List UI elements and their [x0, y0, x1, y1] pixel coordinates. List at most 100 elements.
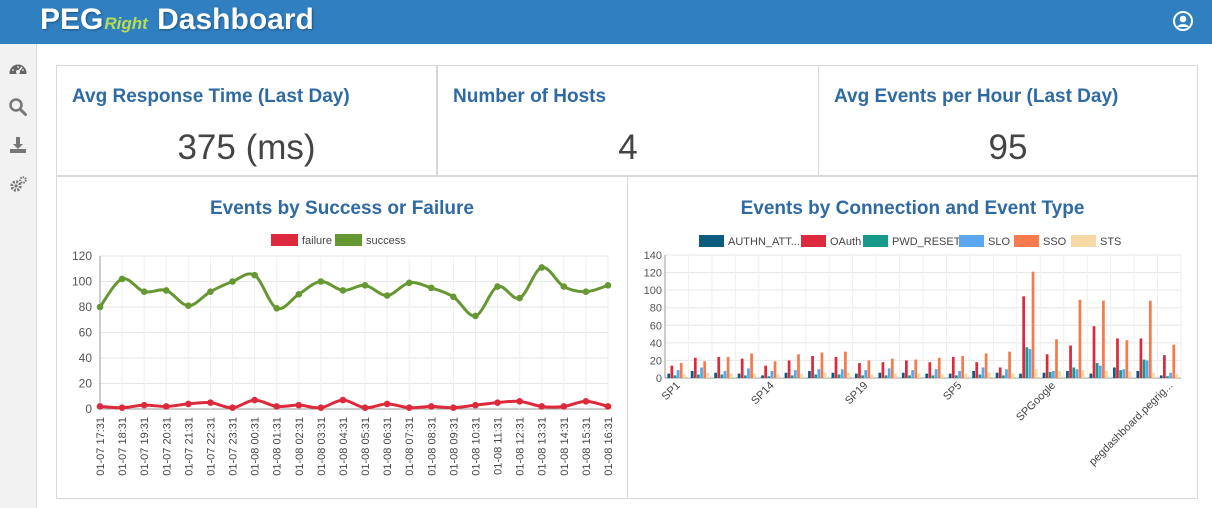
bar-pwdreset	[743, 375, 747, 378]
data-point-failure	[207, 399, 214, 406]
bar-pwdreset	[697, 374, 700, 378]
bar-authnatt	[737, 373, 741, 378]
data-point-success	[295, 290, 303, 298]
y-tick-label: 60	[79, 326, 93, 340]
legend-swatch-failure	[271, 234, 298, 246]
main-content: Avg Response Time (Last Day) 375 (ms) Nu…	[37, 44, 1212, 508]
kpi-title: Number of Hosts	[453, 86, 607, 107]
bar-oauth	[740, 358, 744, 378]
data-point-success	[273, 304, 280, 312]
bar-slo	[770, 370, 774, 378]
top-bar: PEGRight Dashboard	[0, 0, 1212, 44]
series-line-failure	[99, 398, 609, 410]
bar-oauth	[1116, 338, 1119, 378]
x-tick-label: SP1	[660, 380, 683, 403]
bar-pwdreset	[1119, 370, 1122, 378]
bar-slo	[747, 368, 750, 378]
bar-sts	[847, 372, 850, 378]
bar-pwdreset	[1166, 376, 1169, 378]
bar-sts	[987, 372, 991, 378]
data-point-success	[185, 302, 192, 310]
data-point-failure	[251, 396, 258, 404]
data-point-success	[405, 279, 413, 287]
legend-swatch	[1014, 235, 1039, 247]
bar-sso	[1008, 351, 1011, 378]
data-point-failure	[582, 398, 590, 405]
chart-title: Events by Connection and Event Type	[740, 198, 1085, 219]
bar-authnatt	[901, 372, 905, 378]
bar-pwdreset	[861, 375, 864, 378]
bar-slo	[794, 370, 797, 378]
bar-sts	[682, 374, 686, 378]
x-tick-label: 01-08 01:31	[272, 417, 284, 476]
legend-label: STS	[1100, 236, 1121, 248]
settings-icon[interactable]	[8, 174, 28, 194]
x-tick-label: 01-07 22:31	[205, 417, 217, 476]
kpi-title: Avg Response Time (Last Day)	[72, 86, 350, 107]
x-tick-label: 01-08 04:31	[338, 417, 350, 476]
user-account-icon[interactable]	[1173, 11, 1193, 31]
bar-oauth	[1163, 355, 1166, 378]
bar-pwdreset	[908, 375, 911, 378]
bar-sso	[679, 363, 683, 378]
legend-label-failure: failure	[302, 235, 332, 247]
bar-sts	[800, 373, 803, 378]
bar-sts	[729, 373, 733, 378]
brand-sub: Right	[104, 14, 148, 33]
bar-slo	[1145, 360, 1149, 378]
x-tick-label: 01-08 10:31	[470, 417, 482, 476]
bar-sts	[964, 373, 968, 378]
bar-sso	[961, 356, 965, 378]
chart-title: Events by Success or Failure	[209, 198, 474, 219]
x-tick-label: 01-08 08:31	[426, 417, 438, 476]
data-point-failure	[383, 400, 391, 408]
bar-oauth	[858, 363, 861, 378]
kpi-number-of-hosts: Number of Hosts 4	[437, 65, 819, 176]
y-tick-label: 100	[644, 285, 662, 297]
bar-authnatt	[854, 373, 858, 378]
data-point-failure	[96, 403, 104, 410]
download-icon[interactable]	[8, 135, 28, 155]
bar-sso	[1172, 344, 1176, 378]
dashboard-icon[interactable]	[8, 58, 28, 78]
bar-slo	[817, 369, 821, 378]
search-icon[interactable]	[8, 97, 28, 117]
connection-event-chart: 0 20 40 60 80 100 120 140 SP1 SP14 SP19 SP5 SPGoogle…	[644, 235, 1182, 468]
bar-authnatt	[1042, 372, 1046, 378]
bar-sts	[706, 372, 710, 378]
data-point-success	[450, 293, 457, 301]
bar-pwdreset	[978, 374, 982, 378]
data-point-success	[361, 282, 369, 289]
legend-label: SLO	[988, 236, 1010, 248]
bar-authnatt	[1019, 373, 1022, 378]
data-point-success	[494, 283, 501, 290]
bar-sso	[1148, 300, 1152, 378]
success-failure-panel: Events by Success or Failure 0 20 40 60 80 10…	[56, 176, 628, 499]
x-tick-label: 01-08 05:31	[360, 417, 372, 476]
bar-pwdreset	[1072, 367, 1076, 378]
bar-oauth	[998, 367, 1002, 378]
data-point-failure	[229, 404, 236, 412]
bar-oauth	[1139, 338, 1143, 378]
data-point-success	[96, 303, 104, 311]
data-point-failure	[405, 404, 413, 412]
x-tick-label: 01-08 11:31	[493, 417, 505, 475]
bar-oauth	[764, 365, 768, 378]
bar-oauth	[1092, 326, 1096, 378]
bar-authnatt	[667, 373, 671, 378]
bar-authnatt	[784, 372, 788, 378]
legend-swatch	[699, 235, 724, 247]
data-point-failure	[295, 401, 303, 409]
bar-pwdreset	[720, 374, 724, 378]
bar-sts	[1011, 373, 1015, 378]
y-tick-label: 40	[650, 338, 662, 350]
bar-sts	[870, 374, 874, 378]
app-title[interactable]: PEGRight Dashboard	[40, 3, 314, 37]
bar-sts	[940, 374, 944, 378]
bar-authnatt	[1136, 370, 1140, 378]
data-point-success	[118, 275, 126, 283]
bar-slo	[934, 369, 938, 378]
data-point-success	[538, 264, 546, 271]
data-point-success	[339, 287, 347, 294]
bar-authnatt	[1112, 367, 1116, 378]
